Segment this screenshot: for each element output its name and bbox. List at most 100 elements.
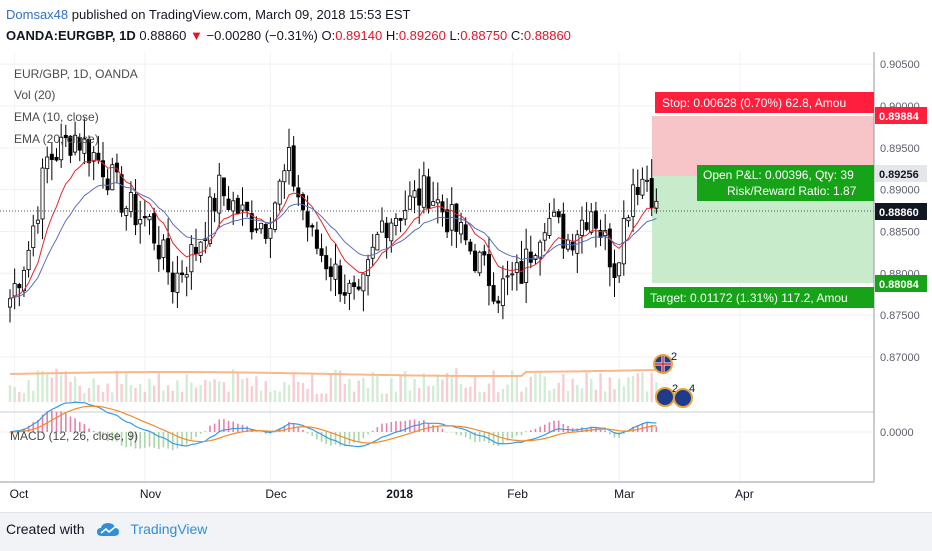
candle[interactable] [226, 198, 231, 211]
candle[interactable] [296, 187, 301, 198]
candle[interactable] [631, 184, 636, 217]
eu-event-marker[interactable]: 2 4 [655, 383, 695, 408]
candle[interactable] [347, 282, 352, 294]
candle[interactable] [477, 251, 482, 274]
candle[interactable] [454, 203, 459, 232]
candle[interactable] [389, 222, 394, 242]
candle[interactable] [645, 179, 650, 182]
candle[interactable] [472, 250, 477, 272]
publisher-name[interactable]: Domsax48 [6, 7, 69, 22]
candle[interactable] [463, 224, 468, 241]
candle[interactable] [263, 224, 268, 239]
candle[interactable] [314, 229, 319, 249]
candle[interactable] [398, 218, 403, 221]
candle[interactable] [310, 225, 315, 228]
candle[interactable] [240, 204, 245, 211]
candle[interactable] [491, 285, 496, 302]
candle[interactable] [654, 200, 659, 209]
candle[interactable] [542, 232, 547, 241]
candle[interactable] [166, 238, 171, 273]
target-label-box[interactable]: Target: 0.01172 (1.31%) 117.2, Amou [644, 287, 874, 308]
candle[interactable] [370, 246, 375, 259]
candle[interactable] [361, 273, 366, 292]
candle[interactable] [589, 211, 594, 233]
time-axis[interactable]: Oct Nov Dec 2018 Feb Mar Apr [10, 487, 754, 501]
candle[interactable] [328, 266, 333, 277]
candle[interactable] [431, 201, 436, 206]
candle[interactable] [626, 217, 631, 222]
stop-label-box[interactable]: Stop: 0.00628 (0.70%) 62.8, Amou [655, 92, 874, 113]
pnl-label-box[interactable]: Open P&L: 0.00396, Qty: 39 Risk/Reward R… [697, 165, 874, 201]
candle[interactable] [277, 180, 282, 205]
candle[interactable] [366, 259, 371, 277]
candle[interactable] [561, 213, 566, 249]
candle[interactable] [26, 249, 31, 271]
candle[interactable] [87, 138, 92, 164]
candle[interactable] [91, 152, 96, 162]
candle[interactable] [189, 244, 194, 273]
candle[interactable] [352, 282, 357, 287]
candle[interactable] [170, 272, 175, 293]
candle[interactable] [138, 219, 143, 225]
candle[interactable] [17, 284, 22, 289]
candle[interactable] [198, 241, 203, 256]
candle[interactable] [375, 234, 380, 251]
candle[interactable] [63, 134, 68, 139]
candle[interactable] [286, 147, 291, 172]
candle[interactable] [45, 156, 50, 170]
candle[interactable] [68, 135, 73, 156]
candle[interactable] [105, 178, 110, 191]
candle[interactable] [612, 263, 617, 278]
candle[interactable] [119, 174, 124, 213]
candle[interactable] [319, 248, 324, 256]
candle[interactable] [333, 263, 338, 280]
candle[interactable] [486, 253, 491, 286]
candle[interactable] [133, 193, 138, 226]
candle[interactable] [579, 219, 584, 236]
candle[interactable] [379, 220, 384, 233]
candle[interactable] [231, 200, 236, 212]
candle[interactable] [538, 241, 543, 259]
candle[interactable] [356, 286, 361, 290]
candle[interactable] [459, 222, 464, 235]
candle[interactable] [640, 178, 645, 196]
candle[interactable] [40, 167, 45, 220]
candle[interactable] [635, 186, 640, 195]
tradingview-brand[interactable]: TradingView [130, 521, 208, 537]
candle[interactable] [142, 216, 147, 219]
candle[interactable] [254, 228, 259, 231]
candle[interactable] [556, 211, 561, 218]
candle[interactable] [607, 228, 612, 268]
candle[interactable] [110, 164, 115, 191]
candle[interactable] [514, 262, 519, 273]
candle[interactable] [31, 225, 36, 249]
candle[interactable] [96, 152, 101, 161]
candle[interactable] [73, 134, 78, 153]
candle[interactable] [35, 219, 40, 224]
candle[interactable] [180, 272, 185, 276]
candle[interactable] [212, 197, 217, 212]
candle[interactable] [249, 213, 254, 233]
candle[interactable] [426, 176, 431, 209]
candle[interactable] [59, 136, 64, 161]
candle[interactable] [468, 241, 473, 252]
candle[interactable] [435, 199, 440, 204]
uk-event-marker[interactable]: 2 [653, 351, 677, 374]
candle[interactable] [649, 178, 654, 209]
candle[interactable] [519, 260, 524, 284]
candle[interactable] [338, 265, 343, 295]
candle[interactable] [593, 210, 598, 229]
candle[interactable] [393, 218, 398, 226]
candle[interactable] [384, 222, 389, 239]
candle[interactable] [547, 217, 552, 236]
candle[interactable] [147, 216, 152, 221]
candle[interactable] [235, 197, 240, 214]
candle[interactable] [193, 246, 198, 255]
candle[interactable] [156, 244, 161, 260]
candle[interactable] [259, 222, 264, 230]
candle[interactable] [305, 211, 310, 228]
candle[interactable] [273, 202, 278, 230]
candle[interactable] [510, 273, 515, 276]
candle[interactable] [403, 209, 408, 220]
candle[interactable] [412, 190, 417, 198]
